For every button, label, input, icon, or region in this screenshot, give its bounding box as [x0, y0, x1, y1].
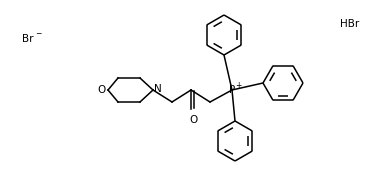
- Text: O: O: [98, 85, 106, 95]
- Text: N: N: [154, 84, 162, 94]
- Text: HBr: HBr: [340, 19, 359, 29]
- Text: +: +: [235, 80, 241, 90]
- Text: O: O: [190, 115, 198, 125]
- Text: P: P: [229, 85, 235, 95]
- Text: −: −: [35, 30, 41, 39]
- Text: Br: Br: [22, 34, 33, 44]
